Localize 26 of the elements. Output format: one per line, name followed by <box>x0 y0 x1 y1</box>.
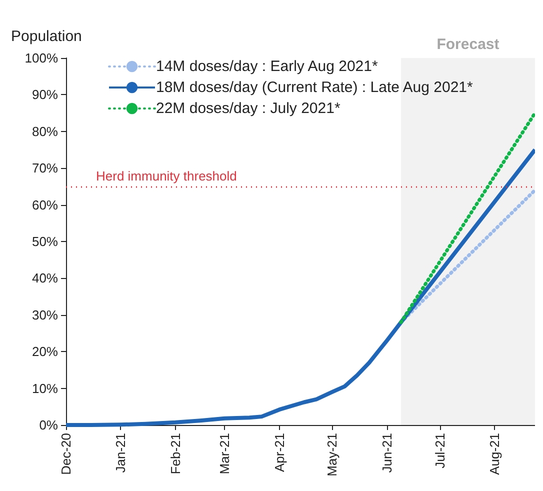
y-tick-label: 60% <box>32 197 58 212</box>
legend-label: 18M doses/day (Current Rate) : Late Aug 2021* <box>156 79 474 96</box>
legend-label: 14M doses/day : Early Aug 2021* <box>156 58 378 75</box>
y-tick-label: 0% <box>39 418 58 432</box>
y-tick-label: 70% <box>32 160 58 176</box>
x-tick-label: Dec-20 <box>58 433 74 475</box>
x-tick-label: Jun-21 <box>379 433 394 473</box>
y-tick-label: 100% <box>24 50 58 66</box>
x-tick-label: Jan-21 <box>113 433 128 473</box>
y-tick-label: 40% <box>32 270 58 286</box>
y-tick-label: 20% <box>32 344 58 360</box>
x-tick-label: May-21 <box>324 433 340 476</box>
y-tick-label: 30% <box>32 307 58 322</box>
y-axis-title: Population <box>11 28 82 45</box>
x-tick-label: Jul-21 <box>432 433 448 468</box>
ref-line-label: Herd immunity threshold <box>96 168 237 184</box>
x-tick-label: Apr-21 <box>272 433 287 472</box>
y-tick-label: 90% <box>32 87 58 102</box>
legend-label: 22M doses/day : July 2021* <box>156 100 340 117</box>
y-tick-label: 50% <box>32 234 58 249</box>
x-tick-label: Mar-21 <box>217 433 232 474</box>
y-tick-label: 80% <box>32 124 58 139</box>
x-tick-label: Feb-21 <box>168 433 183 474</box>
x-tick-label: Aug-21 <box>486 433 502 475</box>
y-tick-label: 10% <box>32 380 58 396</box>
band-label: Forecast <box>436 36 500 53</box>
